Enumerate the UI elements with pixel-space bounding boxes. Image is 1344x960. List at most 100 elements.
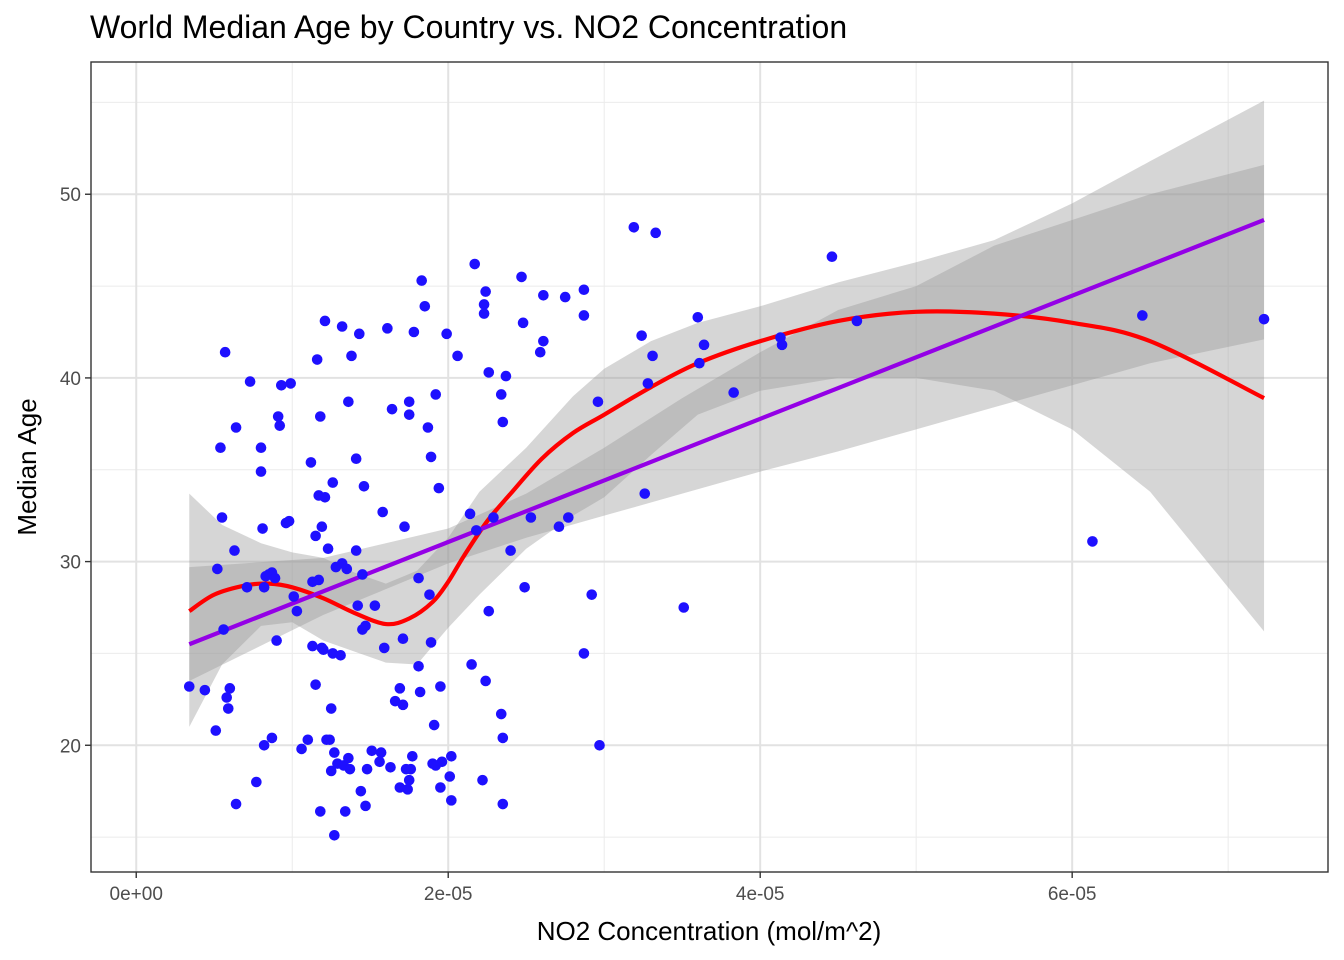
data-point bbox=[470, 525, 482, 536]
x-tick-label: 2e-05 bbox=[424, 884, 473, 905]
data-point bbox=[466, 659, 477, 670]
data-point bbox=[272, 411, 284, 422]
y-axis-ticks: 20 30 40 50 bbox=[60, 185, 91, 757]
data-point bbox=[776, 339, 788, 351]
data-point bbox=[244, 376, 256, 387]
data-point bbox=[416, 275, 427, 286]
data-point bbox=[559, 291, 571, 303]
data-point bbox=[446, 750, 457, 762]
data-point bbox=[444, 771, 456, 782]
data-point bbox=[366, 745, 378, 757]
minor-gridlines bbox=[91, 62, 1328, 872]
x-tick-label: 6e-05 bbox=[1048, 884, 1097, 905]
data-point bbox=[360, 620, 371, 632]
data-point bbox=[346, 350, 357, 362]
data-point bbox=[525, 512, 537, 523]
data-point bbox=[497, 732, 509, 744]
data-point bbox=[258, 739, 270, 751]
data-point bbox=[350, 453, 362, 465]
data-point bbox=[291, 605, 303, 617]
data-point bbox=[219, 346, 231, 358]
loess-fit-line bbox=[188, 309, 1265, 627]
data-point bbox=[505, 545, 516, 556]
plot-panel-border bbox=[90, 61, 1329, 873]
linear-confidence-band bbox=[189, 164, 1265, 681]
data-point bbox=[285, 378, 296, 389]
data-point bbox=[222, 703, 234, 714]
data-point bbox=[519, 582, 530, 593]
data-point bbox=[397, 633, 409, 645]
data-point bbox=[478, 308, 490, 319]
data-point bbox=[464, 508, 476, 520]
data-point bbox=[313, 574, 325, 586]
data-point bbox=[435, 782, 446, 793]
data-point bbox=[230, 422, 242, 433]
data-point bbox=[341, 563, 353, 575]
data-point bbox=[283, 515, 295, 527]
data-point bbox=[534, 346, 546, 358]
data-point bbox=[327, 477, 339, 488]
data-point bbox=[257, 523, 268, 534]
data-point bbox=[183, 681, 195, 692]
data-point bbox=[325, 765, 337, 777]
data-point bbox=[335, 649, 346, 661]
data-point bbox=[310, 679, 321, 690]
data-point bbox=[428, 719, 440, 731]
data-point bbox=[436, 756, 448, 768]
data-point bbox=[441, 328, 452, 340]
y-tick-label: 30 bbox=[60, 553, 81, 574]
x-tick-label: 4e-05 bbox=[736, 884, 785, 905]
data-point bbox=[1137, 310, 1148, 321]
data-point bbox=[230, 798, 242, 810]
data-point bbox=[315, 806, 326, 817]
data-point bbox=[339, 806, 351, 817]
data-point bbox=[425, 451, 437, 463]
data-point bbox=[430, 389, 442, 400]
x-axis-ticks: 0e+00 2e-05 4e-05 6e-05 bbox=[110, 872, 1097, 905]
data-point bbox=[221, 692, 233, 703]
data-point bbox=[315, 411, 326, 422]
data-point bbox=[500, 370, 512, 382]
data-point bbox=[422, 422, 434, 433]
data-point bbox=[469, 258, 481, 270]
data-point bbox=[355, 785, 367, 797]
data-point bbox=[636, 330, 647, 341]
data-point bbox=[374, 756, 385, 768]
data-point bbox=[435, 681, 446, 692]
data-point bbox=[480, 286, 491, 297]
data-point bbox=[419, 300, 431, 312]
data-point bbox=[516, 271, 527, 283]
data-point bbox=[592, 396, 604, 408]
data-point bbox=[311, 354, 323, 365]
data-point bbox=[851, 315, 863, 327]
y-tick-label: 50 bbox=[60, 185, 81, 206]
y-axis-title: Median Age bbox=[12, 398, 42, 535]
data-point bbox=[538, 335, 549, 347]
data-point bbox=[255, 442, 267, 454]
data-point bbox=[446, 795, 457, 806]
data-point bbox=[480, 675, 491, 687]
data-point bbox=[375, 747, 387, 758]
data-point bbox=[343, 752, 354, 764]
data-point bbox=[377, 506, 389, 518]
data-point bbox=[276, 379, 287, 391]
data-point bbox=[413, 660, 424, 672]
data-point bbox=[403, 774, 415, 786]
data-point bbox=[692, 312, 704, 323]
data-point bbox=[218, 624, 229, 635]
data-point bbox=[210, 725, 222, 736]
data-point bbox=[642, 378, 654, 389]
data-point bbox=[403, 396, 415, 408]
data-point bbox=[678, 602, 690, 613]
data-point bbox=[424, 589, 435, 600]
data-point bbox=[350, 545, 362, 556]
data-point bbox=[647, 350, 658, 362]
data-point bbox=[698, 339, 710, 351]
data-point bbox=[241, 582, 253, 593]
data-point bbox=[354, 328, 365, 340]
data-point bbox=[325, 703, 337, 714]
data-point bbox=[563, 512, 574, 523]
data-point bbox=[495, 389, 507, 400]
data-point bbox=[386, 403, 398, 415]
